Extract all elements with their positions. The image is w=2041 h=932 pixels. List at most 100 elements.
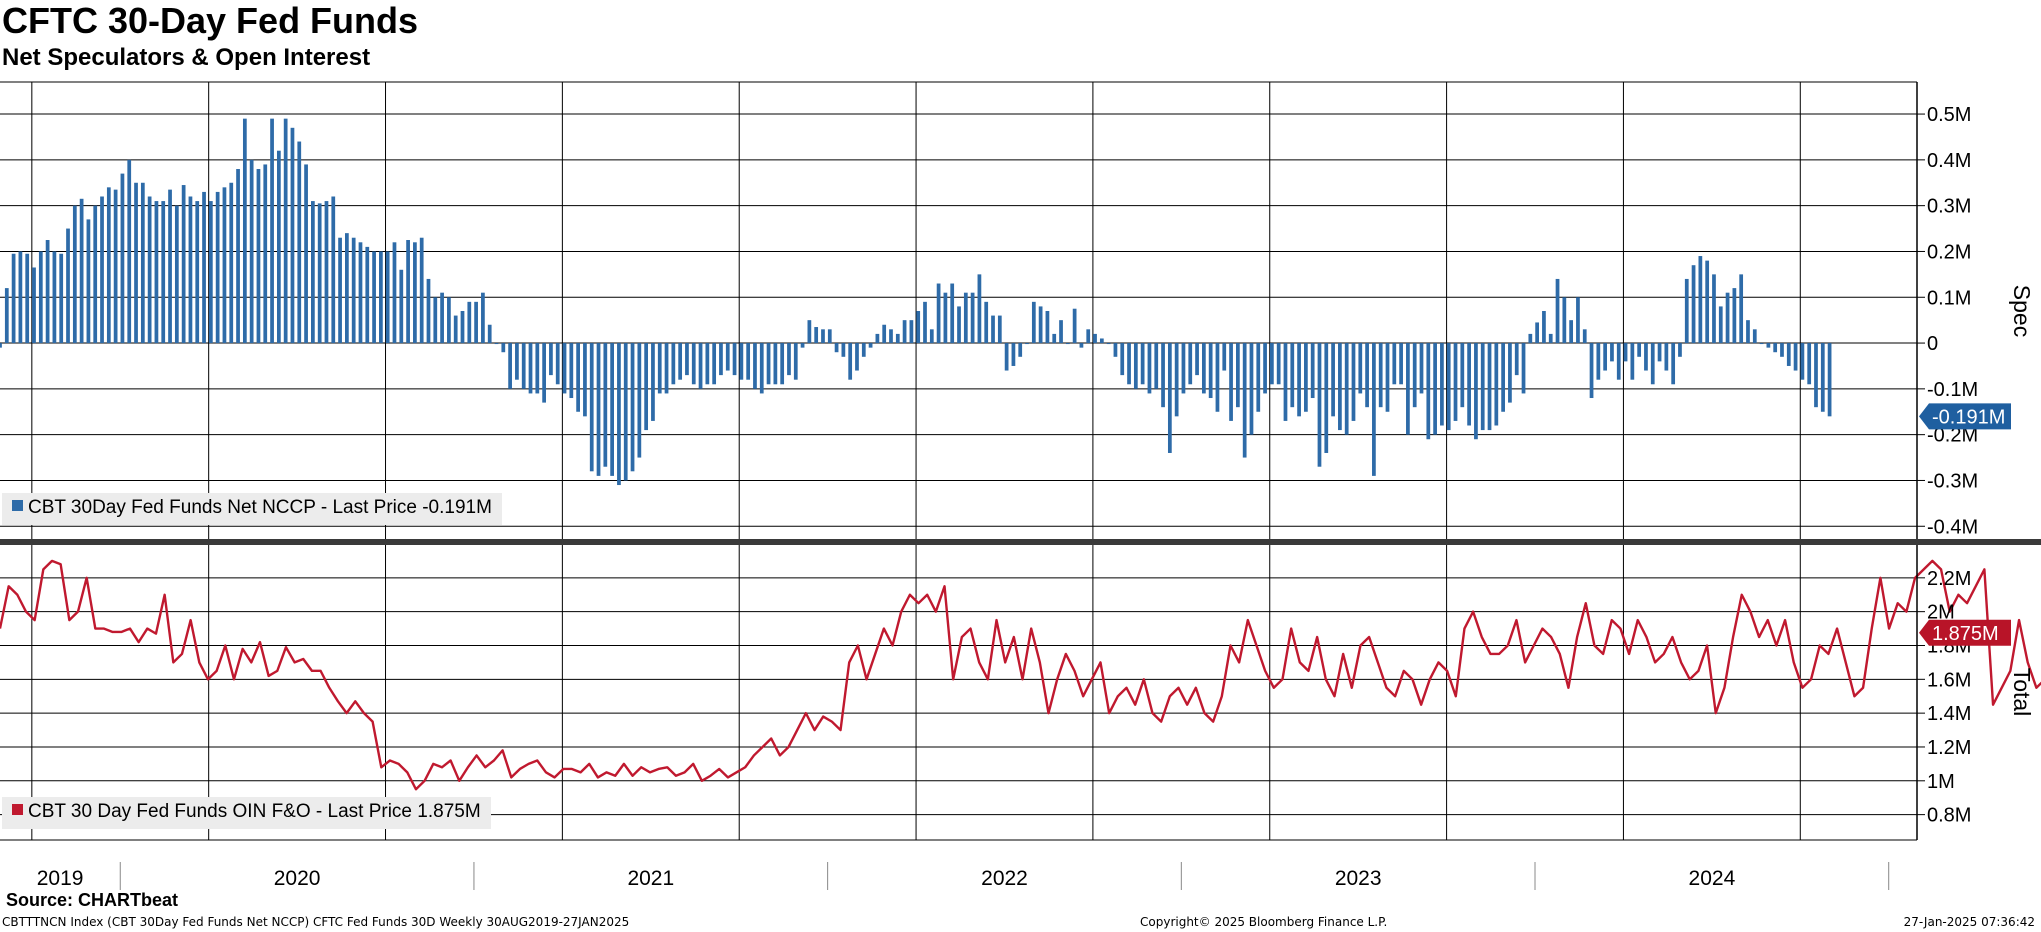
spec-bar (161, 201, 166, 344)
spec-bar (25, 253, 30, 344)
x-year-label: 2020 (274, 867, 321, 890)
spec-bar (1018, 343, 1023, 357)
spec-bar (1283, 343, 1288, 421)
spec-bar (86, 219, 91, 344)
spec-bar (338, 237, 342, 344)
spec-bar (242, 118, 247, 344)
spec-bar (916, 311, 921, 344)
spec-bar (759, 343, 764, 394)
spec-legend-text: CBT 30Day Fed Funds Net NCCP - Last Pric… (28, 497, 492, 518)
spec-bar (984, 301, 989, 344)
spec-bar (1086, 329, 1091, 344)
spec-bar (1678, 343, 1682, 357)
spec-bar (1739, 274, 1744, 344)
spec-bar (834, 343, 839, 353)
spec-bar (963, 292, 968, 344)
total-ytick-label: 2M (1927, 602, 1955, 624)
spec-bar (283, 118, 288, 344)
total-ytick-label: 1.4M (1927, 703, 1971, 725)
spec-bar (535, 343, 540, 394)
total-ytick-label: 1M (1927, 771, 1955, 793)
spec-bar (1099, 338, 1104, 344)
spec-bar (1555, 278, 1560, 344)
spec-bar (705, 343, 710, 385)
spec-y-axis: 0.5M 0.4M 0.3M 0.2M 0.1M 0 -0.1M -0.2M -0.3M -0.4… (1917, 104, 2035, 538)
spec-bar (1038, 306, 1043, 344)
spec-bar (195, 201, 200, 344)
spec-bar (909, 320, 914, 344)
spec-bar (1195, 343, 1199, 376)
spec-bar (399, 269, 404, 344)
spec-bar (447, 297, 451, 344)
spec-bar (610, 343, 614, 476)
spec-bar (1562, 297, 1567, 344)
spec-bar (868, 343, 873, 348)
chart-title: CFTC 30-Day Fed Funds (2, 0, 419, 41)
spec-bar (1501, 343, 1505, 412)
spec-bar (970, 292, 975, 344)
spec-bar (297, 141, 302, 344)
spec-bar (188, 196, 193, 344)
spec-bar (1031, 301, 1036, 344)
spec-bar (1338, 343, 1342, 431)
spec-bar (1460, 343, 1465, 408)
spec-bar (1270, 343, 1274, 385)
x-year-label: 2023 (1335, 867, 1382, 890)
spec-bar (678, 343, 683, 380)
spec-bar (474, 301, 478, 344)
spec-bar (773, 343, 778, 385)
spec-bar (202, 191, 206, 344)
spec-bar (1514, 343, 1519, 376)
spec-bar (1698, 256, 1703, 344)
total-last-price-tag (1919, 619, 2011, 646)
x-year-label: 2019 (37, 867, 84, 890)
spec-bar (1201, 343, 1206, 394)
spec-bar (943, 292, 948, 344)
spec-bar (467, 301, 472, 344)
spec-bar (1133, 343, 1138, 389)
spec-bar (1290, 343, 1295, 408)
spec-bar (1474, 343, 1478, 440)
spec-bar (1188, 343, 1193, 385)
spec-bar (406, 240, 410, 344)
total-legend-swatch (12, 804, 23, 816)
spec-bar (501, 343, 506, 353)
spec-bar (1310, 343, 1315, 399)
spec-bar (1820, 343, 1825, 412)
spec-bar (100, 196, 104, 344)
spec-bar (140, 182, 145, 344)
spec-bar (651, 343, 655, 421)
total-line (0, 559, 2041, 791)
spec-bar (45, 240, 50, 344)
spec-bar (895, 333, 900, 344)
spec-bar (1827, 343, 1832, 417)
spec-bar (1317, 343, 1322, 467)
spec-ytick-label: 0.5M (1927, 104, 1971, 126)
spec-bar (1807, 343, 1812, 385)
spec-bar (732, 343, 737, 376)
spec-bar (59, 253, 64, 344)
spec-ytick-label: -0.4M (1927, 516, 1978, 538)
spec-bar (487, 324, 492, 344)
spec-bar (807, 320, 812, 344)
spec-bar (875, 333, 880, 344)
spec-bar (1181, 343, 1186, 394)
spec-bar (936, 283, 941, 344)
spec-last-price-tag (1919, 403, 2011, 430)
spec-bar (841, 343, 846, 357)
spec-bar (1582, 329, 1587, 344)
spec-bar (1569, 320, 1574, 344)
spec-bar (365, 246, 370, 344)
spec-bar (603, 343, 608, 467)
spec-bar (1256, 343, 1261, 412)
spec-bar (855, 343, 859, 371)
spec-bar (1065, 343, 1070, 345)
x-year-label: 2024 (1689, 867, 1736, 890)
total-line-series (0, 559, 2041, 791)
spec-bar (372, 251, 376, 344)
x-year-label: 2022 (981, 867, 1028, 890)
spec-bar (256, 169, 261, 344)
spec-bars (0, 118, 1832, 486)
spec-bar (1453, 343, 1458, 421)
